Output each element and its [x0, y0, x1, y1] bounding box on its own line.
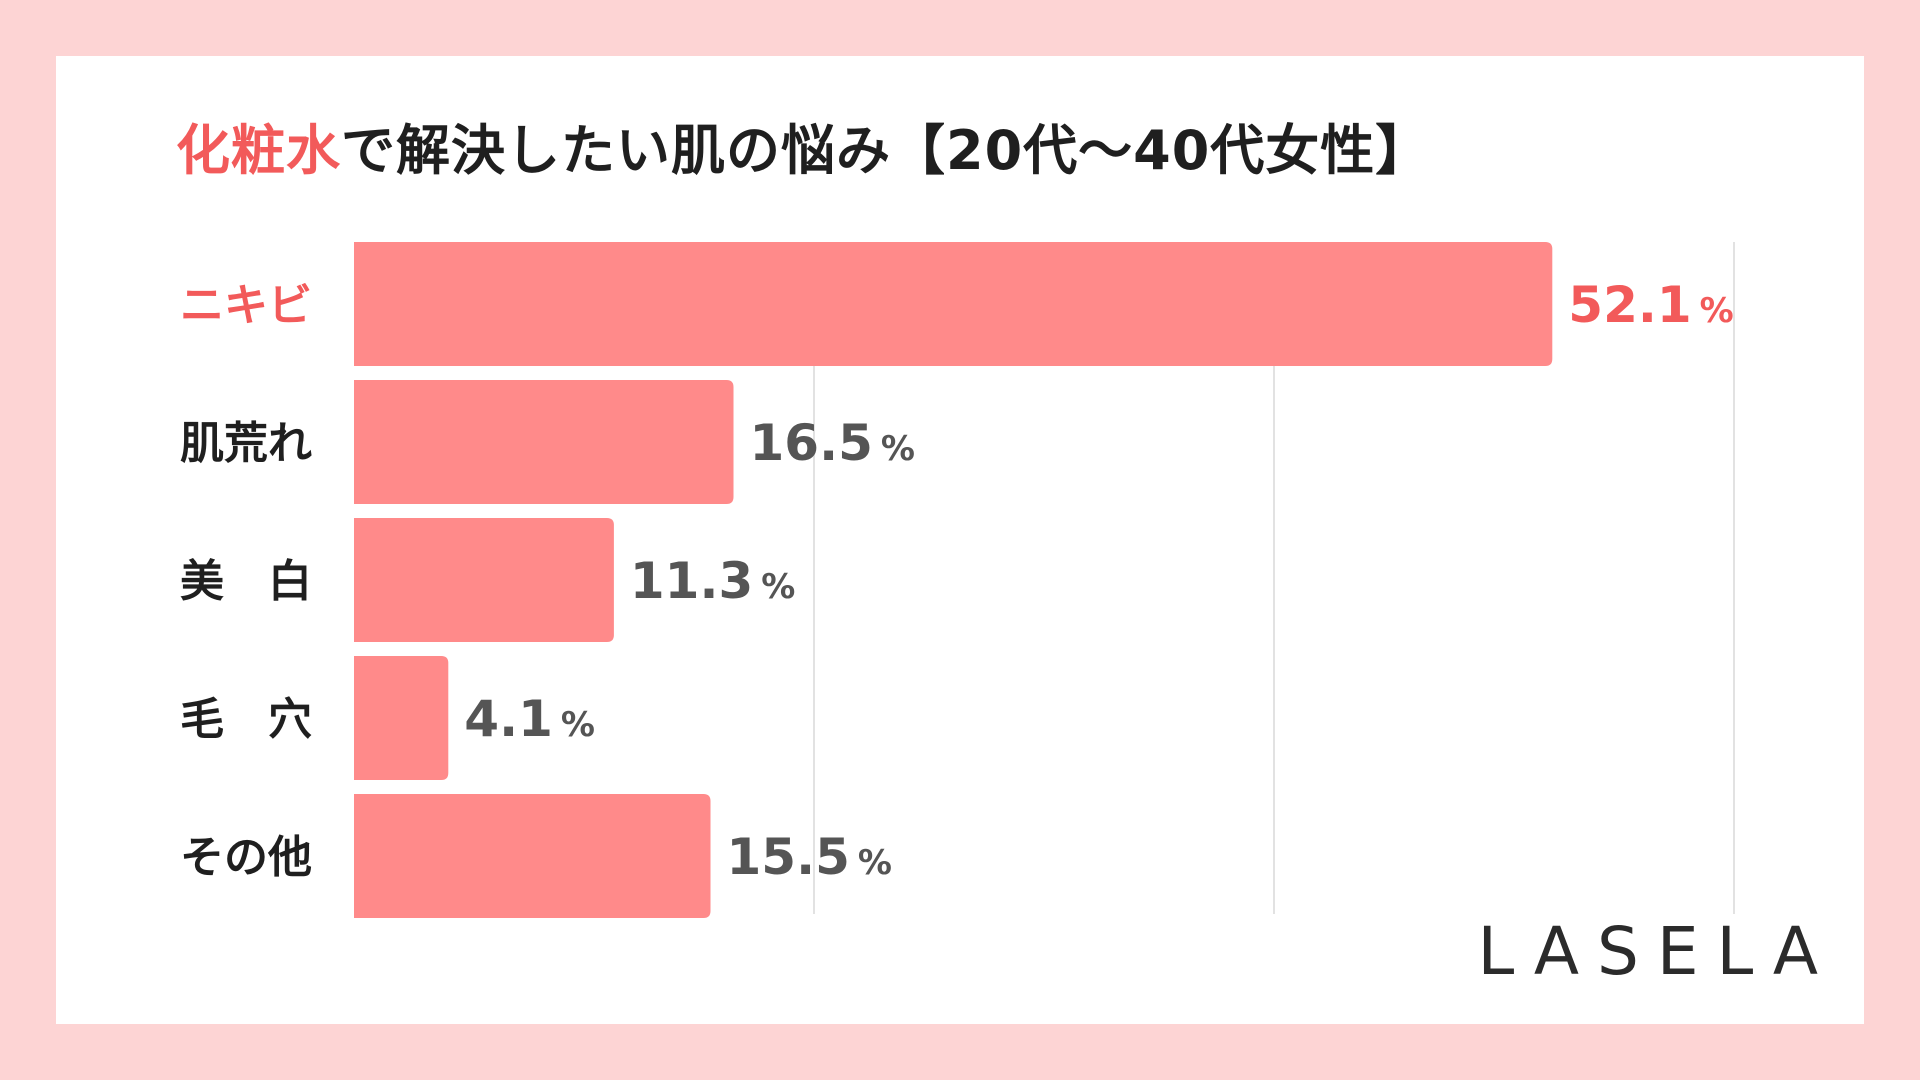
chart-title: 化粧水で解決したい肌の悩み【20代〜40代女性】	[176, 106, 1430, 185]
category-label-2: 美 白	[180, 556, 312, 607]
chart-card: 化粧水で解決したい肌の悩み【20代〜40代女性】 ニキビ 52.1% 肌荒れ 16.5…	[56, 56, 1864, 1024]
title-highlight: 化粧水	[176, 119, 341, 182]
lasela-logo: LASELA	[1477, 913, 1836, 990]
label-layer: ニキビ 52.1 % 肌荒れ 16.5 % 美 白 11.3 % 毛 穴 4.1 % その他 15.5%	[180, 276, 1734, 886]
bar-chart: ニキビ 52.1 % 肌荒れ 16.5 % 美 白 11.3 % 毛 穴 4.1 % その他 15.5%	[180, 242, 1735, 918]
title-rest: で解決したい肌の悩み【20代〜40代女性】	[341, 119, 1431, 182]
value-unit-0: %	[1700, 291, 1734, 331]
category-label-3: 毛 穴	[180, 694, 312, 745]
category-label-1: 肌荒れ	[180, 418, 312, 469]
value-unit-2: %	[761, 567, 795, 607]
bar-0	[354, 242, 1553, 366]
value-label-4: 15.5%	[727, 828, 892, 886]
bar-4	[354, 794, 711, 918]
value-label-3: 4.1%	[464, 690, 595, 748]
value-label-0: 52.1%	[1568, 276, 1733, 334]
value-unit-4: %	[858, 843, 892, 883]
bar-3	[354, 656, 449, 780]
bar-layer	[354, 242, 1553, 918]
value-label-2: 11.3%	[630, 552, 795, 610]
bar-1	[354, 380, 734, 504]
category-label-0: ニキビ	[180, 280, 312, 331]
value-unit-3: %	[561, 705, 595, 745]
value-label-1: 16.5%	[750, 414, 915, 472]
value-unit-1: %	[881, 429, 915, 469]
bar-2	[354, 518, 614, 642]
category-label-4: その他	[180, 832, 312, 883]
